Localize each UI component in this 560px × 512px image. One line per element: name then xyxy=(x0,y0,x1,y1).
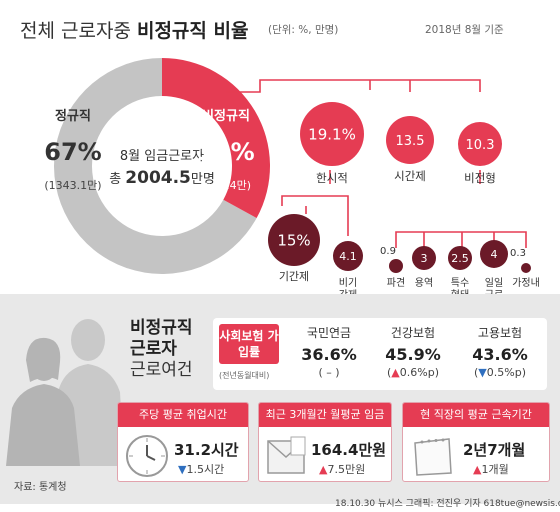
tree-connector-main xyxy=(226,79,481,93)
insurance-change: (▼0.5%p) xyxy=(474,366,526,379)
conditions-title-line3: 근로여건 xyxy=(130,360,193,380)
pie-percent-regular: 67% xyxy=(44,138,101,166)
credit-note: 18.10.30 뉴시스 그래픽: 전진우 기자 618tue@newsis.c… xyxy=(335,499,560,509)
card-title: 최근 3개월간 월평균 임금 xyxy=(259,403,391,427)
card-value: 31.2시간 xyxy=(174,441,239,459)
bubble-5 xyxy=(333,241,363,271)
bubble-5-label-line1: 비기 xyxy=(339,277,357,289)
insurance-label: 국민연금 xyxy=(306,326,352,340)
bubble-6-value: 0.9 xyxy=(380,246,396,257)
card-title: 주당 평균 취업시간 xyxy=(118,403,248,427)
clock-icon xyxy=(126,435,168,477)
bubble-2 xyxy=(386,116,434,164)
card-work-hours: 주당 평균 취업시간 31.2시간 ▼1.5시간 xyxy=(117,402,249,482)
card-value: 2년7개월 xyxy=(463,441,526,459)
insurance-label: 건강보험 xyxy=(390,326,436,340)
calendar-icon xyxy=(414,438,452,476)
bubble-3-value: 10.3 xyxy=(466,138,495,153)
bubble-6-label: 파견 xyxy=(387,277,405,289)
bubble-3-label: 비전형 xyxy=(464,171,496,185)
bubble-9-value: 4 xyxy=(491,248,498,261)
conditions-title: 비정규직 근로자 근로여건 xyxy=(130,318,210,381)
pie-percent-nonregular: 33% xyxy=(197,138,254,166)
card-monthly-wage: 최근 3개월간 월평균 임금 164.4만원 ▲7.5만원 xyxy=(258,402,392,482)
envelope-icon xyxy=(267,436,306,474)
conditions-title-line1: 비정규직 xyxy=(130,318,193,338)
tree-connector-atypical xyxy=(395,170,527,248)
source-note: 자료: 통계청 xyxy=(14,482,67,493)
page-title: 전체 근로자중 비정규직 비율 xyxy=(20,16,248,43)
bubble-10-label: 가정내 xyxy=(512,277,540,289)
insurance-item-pension: 국민연금 36.6% ( – ) xyxy=(289,324,369,379)
insurance-change: (▲0.6%p) xyxy=(387,366,439,379)
bubble-8-label-line1: 특수 xyxy=(451,277,469,289)
insurance-box: 사회보험 가입률 (전년동월대비) 국민연금 36.6% ( – ) 건강보험 … xyxy=(213,318,547,390)
card-value: 164.4만원 xyxy=(311,441,387,459)
insurance-item-employment: 고용보험 43.6% (▼0.5%p) xyxy=(459,324,541,379)
bubble-3 xyxy=(458,122,502,166)
insurance-value: 36.6% xyxy=(301,345,357,364)
bubble-8 xyxy=(448,246,472,270)
bubble-2-value: 13.5 xyxy=(396,134,425,149)
title-plain: 전체 근로자중 xyxy=(20,20,131,42)
card-change: ▲7.5만원 xyxy=(319,463,366,476)
card-title: 현 직장의 평균 근속기간 xyxy=(403,403,549,427)
tree-connector-temporary xyxy=(281,170,349,236)
pie-value-regular: (1343.1만) xyxy=(44,179,101,192)
bubble-1-label: 한시적 xyxy=(316,171,348,185)
donut-center-line2: 총 2004.5만명 xyxy=(109,168,215,188)
pie-label-nonregular: 비정규직 xyxy=(202,108,250,124)
bubble-9 xyxy=(480,240,508,268)
pie-slice-regular xyxy=(53,57,257,275)
card-change: ▼1.5시간 xyxy=(178,463,225,476)
bubble-5-value: 4.1 xyxy=(339,250,357,263)
insurance-label: 고용보험 xyxy=(477,326,523,340)
bubble-7 xyxy=(412,246,436,270)
bubble-1-value: 19.1% xyxy=(308,126,356,144)
bubble-8-value: 2.5 xyxy=(451,252,469,265)
bubble-9-label-line1: 일일 xyxy=(485,277,503,289)
title-bold: 비정규직 비율 xyxy=(136,20,249,42)
date-note: 2018년 8월 기준 xyxy=(425,24,504,36)
bubble-4-value: 15% xyxy=(277,232,310,250)
insurance-item-health: 건강보험 45.9% (▲0.6%p) xyxy=(373,324,453,379)
unit-note: (단위: %, 만명) xyxy=(268,24,339,36)
workers-silhouette xyxy=(6,319,124,466)
bubble-7-value: 3 xyxy=(421,252,428,265)
bubble-4 xyxy=(268,214,320,266)
conditions-title-line2: 근로자 xyxy=(130,339,177,359)
insurance-value: 45.9% xyxy=(385,345,441,364)
pie-slice-nonregular xyxy=(162,58,270,219)
card-tenure: 현 직장의 평균 근속기간 2년7개월 ▲1개월 xyxy=(402,402,550,482)
donut-center-line1: 8월 임금근로자 xyxy=(120,149,204,164)
insurance-value: 43.6% xyxy=(472,345,528,364)
bubble-6 xyxy=(389,259,403,273)
bubble-1 xyxy=(300,102,364,166)
bubble-10 xyxy=(521,263,531,273)
card-change: ▲1개월 xyxy=(473,463,509,476)
insurance-change: ( – ) xyxy=(318,366,340,379)
pie-value-nonregular: (661.4만) xyxy=(201,179,251,192)
bubble-4-label: 기간제 xyxy=(279,270,309,283)
insurance-tag: 사회보험 가입률 xyxy=(219,324,279,364)
bubble-10-value: 0.3 xyxy=(510,248,526,259)
bubble-2-label: 시간제 xyxy=(394,169,426,183)
pie-label-regular: 정규직 xyxy=(55,108,91,124)
insurance-note: (전년동월대비) xyxy=(219,371,270,380)
bubble-7-label: 용역 xyxy=(415,277,433,289)
